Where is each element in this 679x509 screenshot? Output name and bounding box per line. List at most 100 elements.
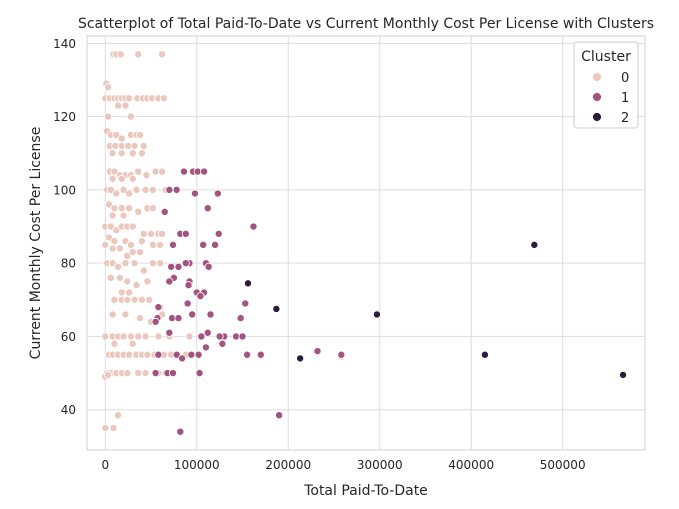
cluster-0-point xyxy=(115,273,124,282)
cluster-0-point xyxy=(185,332,194,341)
cluster-1-point xyxy=(183,299,192,308)
cluster-2-point xyxy=(619,370,628,379)
cluster-0-point xyxy=(137,237,146,246)
legend-marker-2 xyxy=(592,112,602,122)
cluster-1-point xyxy=(243,350,252,359)
legend: Cluster 0 1 2 xyxy=(573,41,639,129)
cluster-0-point xyxy=(141,369,150,378)
cluster-2-point xyxy=(372,310,381,319)
cluster-2-point xyxy=(296,354,305,363)
plot-background xyxy=(86,35,646,451)
cluster-1-point xyxy=(313,347,322,356)
cluster-0-point xyxy=(128,339,137,348)
cluster-0-point xyxy=(114,262,123,271)
cluster-0-point xyxy=(104,83,113,92)
cluster-0-point xyxy=(108,310,117,319)
cluster-0-point xyxy=(117,174,126,183)
x-tick-label: 300000 xyxy=(357,458,403,472)
cluster-1-point xyxy=(181,259,190,268)
x-tick-label: 500000 xyxy=(540,458,586,472)
legend-marker-1 xyxy=(592,92,602,102)
cluster-0-point xyxy=(130,259,139,268)
cluster-0-point xyxy=(101,332,110,341)
cluster-0-point xyxy=(117,149,126,158)
cluster-0-point xyxy=(148,240,157,249)
cluster-0-point xyxy=(125,189,134,198)
y-tick-label: 100 xyxy=(53,183,76,197)
cluster-0-point xyxy=(104,233,113,242)
cluster-1-point xyxy=(190,189,199,198)
cluster-0-point xyxy=(156,259,165,268)
x-tick-label: 400000 xyxy=(448,458,494,472)
cluster-1-point xyxy=(204,262,213,271)
cluster-1-point xyxy=(160,207,169,216)
cluster-1-point xyxy=(165,277,174,286)
x-tick-label: 200000 xyxy=(265,458,311,472)
cluster-0-point xyxy=(137,295,146,304)
cluster-0-point xyxy=(104,200,113,209)
cluster-1-point xyxy=(211,240,220,249)
cluster-0-point xyxy=(108,174,117,183)
cluster-2-point xyxy=(272,304,281,313)
cluster-0-point xyxy=(136,248,145,257)
cluster-1-point xyxy=(206,310,215,319)
x-tick-label: 100000 xyxy=(174,458,220,472)
cluster-0-point xyxy=(112,189,121,198)
cluster-1-point xyxy=(174,314,183,323)
chart-title: Scatterplot of Total Paid-To-Date vs Cur… xyxy=(78,16,654,32)
cluster-0-point xyxy=(112,130,121,139)
x-tick-label: 0 xyxy=(101,458,109,472)
cluster-1-point xyxy=(218,339,227,348)
cluster-1-point xyxy=(165,328,174,337)
cluster-0-point xyxy=(134,167,143,176)
cluster-0-point xyxy=(108,211,117,220)
cluster-0-point xyxy=(145,295,154,304)
cluster-1-point xyxy=(275,411,284,420)
cluster-0-point xyxy=(110,167,119,176)
cluster-1-point xyxy=(197,332,206,341)
cluster-1-point xyxy=(174,262,183,271)
cluster-0-point xyxy=(143,277,152,286)
cluster-0-point xyxy=(104,370,113,379)
x-axis-ticks: 0 100000 200000 300000 400000 500000 xyxy=(101,458,585,472)
y-tick-label: 80 xyxy=(61,257,76,271)
cluster-0-point xyxy=(141,332,150,341)
cluster-1-point xyxy=(249,222,258,231)
cluster-2-point xyxy=(243,279,252,288)
cluster-1-point xyxy=(337,350,346,359)
cluster-0-point xyxy=(121,259,130,268)
cluster-0-point xyxy=(104,112,113,121)
cluster-0-point xyxy=(112,226,121,235)
cluster-0-point xyxy=(125,288,134,297)
cluster-0-point xyxy=(119,211,128,220)
legend-label-1: 1 xyxy=(621,91,629,106)
cluster-0-point xyxy=(110,295,119,304)
cluster-0-point xyxy=(139,266,148,275)
cluster-0-point xyxy=(148,185,157,194)
cluster-0-point xyxy=(125,94,134,103)
cluster-1-point xyxy=(236,314,245,323)
data-points xyxy=(101,50,628,436)
cluster-0-point xyxy=(126,112,135,121)
y-axis-ticks: 40 60 80 100 120 140 xyxy=(53,37,76,417)
cluster-0-point xyxy=(109,424,118,433)
y-tick-label: 40 xyxy=(61,403,76,417)
cluster-1-point xyxy=(181,229,190,238)
cluster-1-point xyxy=(176,427,185,436)
cluster-0-point xyxy=(117,288,126,297)
cluster-0-point xyxy=(126,332,135,341)
cluster-0-point xyxy=(134,369,143,378)
cluster-0-point xyxy=(154,332,163,341)
cluster-0-point xyxy=(117,204,126,213)
cluster-1-point xyxy=(154,350,163,359)
cluster-0-point xyxy=(128,149,137,158)
cluster-1-point xyxy=(214,229,223,238)
cluster-0-point xyxy=(108,244,117,253)
cluster-1-point xyxy=(151,317,160,326)
cluster-0-point xyxy=(106,273,115,282)
cluster-2-point xyxy=(480,350,489,359)
cluster-0-point xyxy=(110,237,119,246)
cluster-0-point xyxy=(108,149,117,158)
cluster-0-point xyxy=(119,332,128,341)
